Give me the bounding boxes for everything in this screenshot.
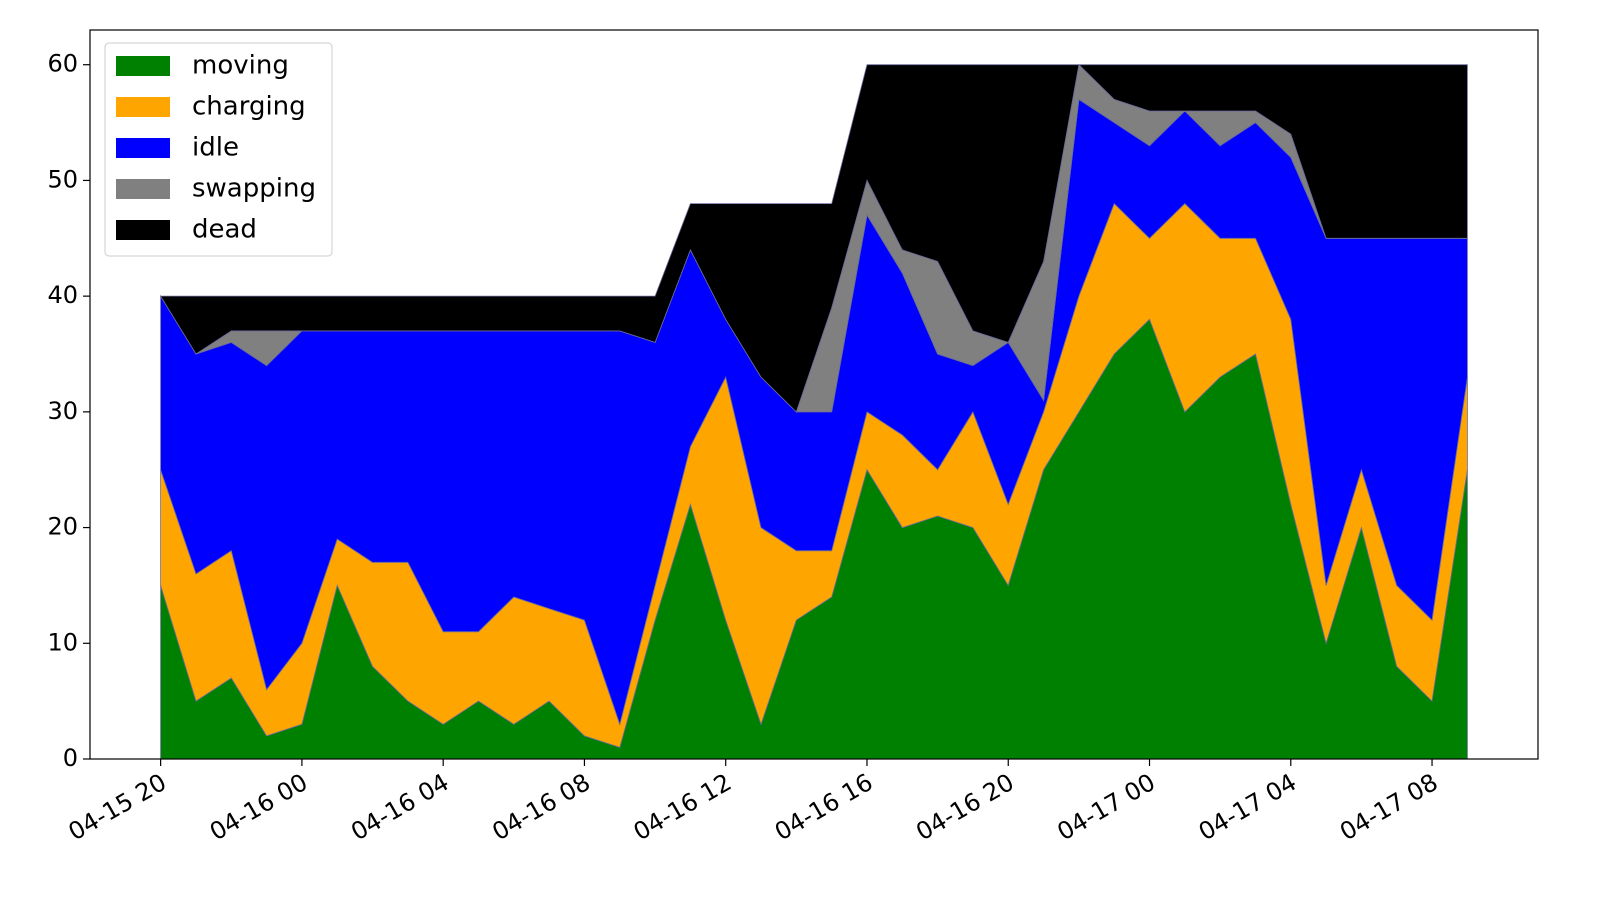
y-tick-label: 30 (47, 397, 78, 425)
legend-box (104, 42, 333, 257)
plot-frame (89, 29, 1539, 760)
legend-label: dead (192, 215, 257, 245)
x-tick-label: 04-16 20 (911, 768, 1018, 846)
y-tick-label: 10 (47, 628, 78, 656)
legend: moving charging idle swapping dead (104, 42, 333, 257)
y-tick-label: 60 (47, 50, 78, 78)
y-tick-label: 50 (47, 165, 78, 193)
legend-swatch (116, 97, 170, 117)
x-tick-label: 04-17 08 (1335, 768, 1442, 846)
x-tick-label: 04-16 16 (770, 768, 877, 846)
y-tick-label: 20 (47, 513, 78, 541)
y-tick-label: 40 (47, 281, 78, 309)
legend-label: charging (192, 92, 306, 122)
x-tick-label: 04-16 08 (487, 768, 594, 846)
x-tick-label: 04-16 00 (205, 768, 312, 846)
legend-swatch (116, 179, 170, 199)
legend-swatch (116, 56, 170, 76)
x-tick-label: 04-16 04 (346, 768, 453, 846)
y-tick-label: 0 (63, 744, 78, 772)
x-tick-label: 04-17 00 (1053, 768, 1160, 846)
legend-swatch (116, 220, 170, 240)
x-tick-label: 04-15 20 (64, 768, 171, 846)
legend-label: idle (192, 133, 239, 163)
area (159, 63, 1468, 413)
legend-label: swapping (192, 174, 316, 204)
x-tick-label: 04-17 04 (1194, 768, 1301, 846)
legend-label: moving (192, 51, 289, 81)
x-tick-label: 04-16 12 (629, 768, 736, 846)
legend-swatch (116, 138, 170, 158)
